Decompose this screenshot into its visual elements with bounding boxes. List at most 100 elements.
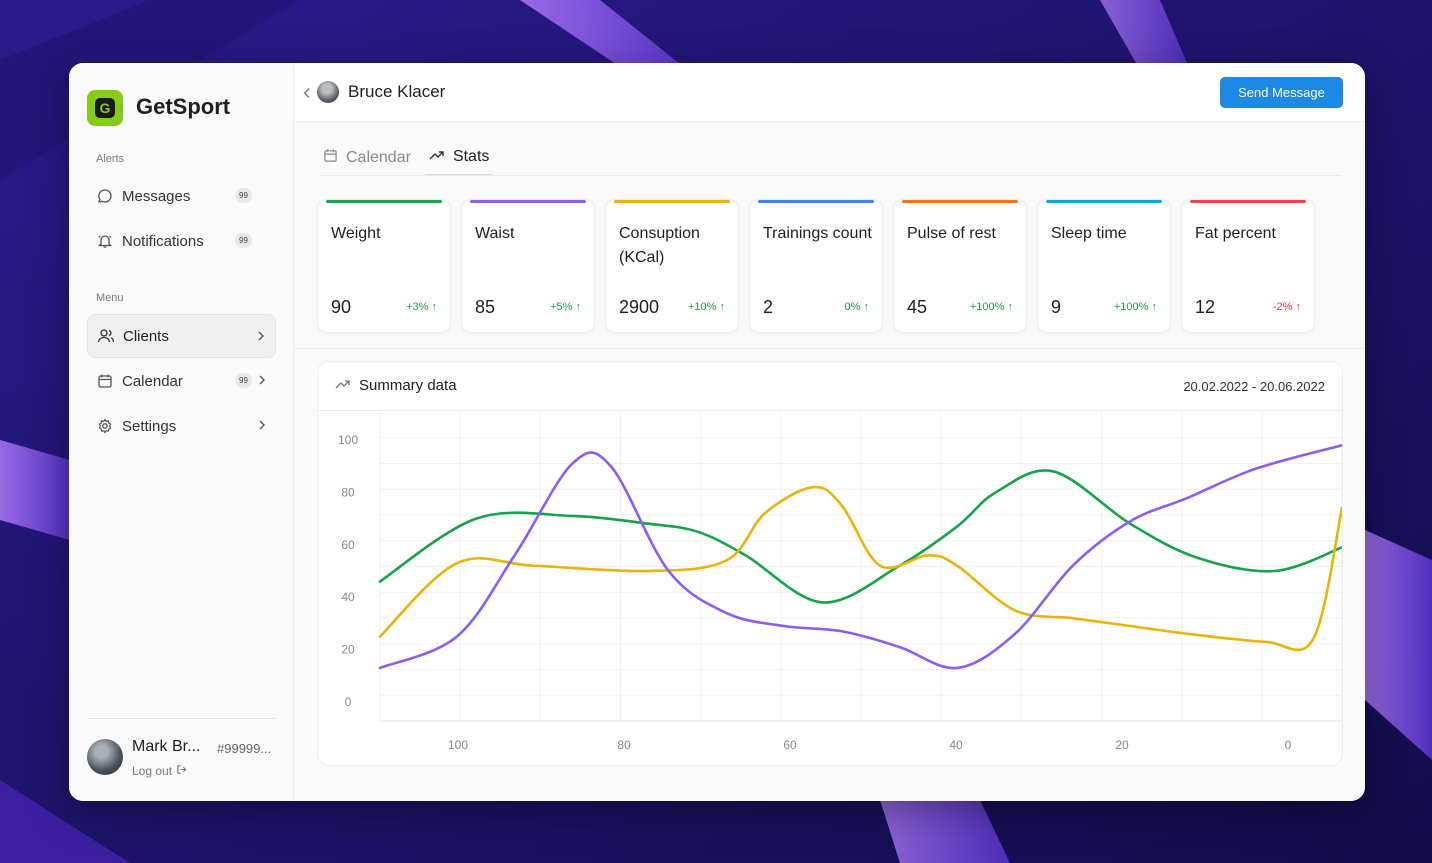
stat-change: 0% ↑ bbox=[844, 301, 869, 313]
card-accent-bar bbox=[758, 200, 874, 203]
stat-card[interactable]: Pulse of rest 45 +100% ↑ bbox=[893, 199, 1027, 333]
message-icon bbox=[96, 187, 114, 205]
tabs-divider bbox=[319, 175, 1341, 176]
sidebar: G GetSport Alerts Messages 99 Notificati… bbox=[69, 63, 294, 801]
stat-cards: Weight 90 +3% ↑ Waist 85 +5% ↑ Consuption (KCa… bbox=[317, 199, 1315, 333]
stat-title: Pulse of rest bbox=[907, 225, 996, 242]
y-tick-label: 20 bbox=[341, 643, 355, 657]
count-badge: 99 bbox=[235, 373, 252, 388]
chevron-right-icon bbox=[256, 373, 268, 387]
stat-card[interactable]: Weight 90 +3% ↑ bbox=[317, 199, 451, 333]
y-tick-label: 0 bbox=[345, 695, 352, 709]
trending-up-icon bbox=[429, 148, 445, 166]
tab-stats[interactable]: Stats bbox=[424, 140, 494, 176]
stat-title: Sleep time bbox=[1051, 225, 1127, 242]
logout-label: Log out bbox=[132, 764, 173, 778]
x-tick-label: 60 bbox=[783, 738, 797, 752]
sidebar-item-calendar[interactable]: Calendar 99 bbox=[87, 359, 276, 403]
main-content: Bruce Klacer Send Message Calendar Stats… bbox=[294, 63, 1365, 801]
sidebar-item-messages[interactable]: Messages 99 bbox=[87, 174, 276, 218]
calendar-icon bbox=[323, 148, 338, 168]
x-tick-label: 100 bbox=[448, 738, 468, 752]
x-tick-label: 0 bbox=[1285, 738, 1292, 752]
stat-card[interactable]: Waist 85 +5% ↑ bbox=[461, 199, 595, 333]
alerts-section-label: Alerts bbox=[96, 153, 125, 165]
sidebar-item-label: Settings bbox=[122, 417, 177, 435]
summary-title-label: Summary data bbox=[359, 377, 457, 394]
send-message-button[interactable]: Send Message bbox=[1220, 77, 1343, 108]
card-accent-bar bbox=[1046, 200, 1162, 203]
logo-icon: G bbox=[95, 98, 115, 118]
user-id: #99999... bbox=[217, 741, 272, 756]
app-window: G GetSport Alerts Messages 99 Notificati… bbox=[69, 63, 1365, 801]
gear-icon bbox=[96, 417, 114, 435]
date-range: 20.02.2022 - 20.06.2022 bbox=[1183, 379, 1325, 394]
stat-title: Trainings count bbox=[763, 225, 872, 242]
tab-label: Calendar bbox=[346, 149, 411, 166]
stat-value: 12 bbox=[1195, 297, 1216, 317]
stat-title: Consuption (KCal) bbox=[619, 225, 700, 266]
stat-change: +100% ↑ bbox=[1113, 301, 1157, 313]
card-accent-bar bbox=[470, 200, 586, 203]
card-accent-bar bbox=[1190, 200, 1306, 203]
sidebar-item-label: Messages bbox=[122, 187, 191, 205]
sidebar-item-clients[interactable]: Clients bbox=[87, 314, 276, 358]
stat-value: 2900 bbox=[619, 297, 660, 317]
stat-card[interactable]: Trainings count 2 0% ↑ bbox=[749, 199, 883, 333]
stat-change: +10% ↑ bbox=[688, 301, 725, 313]
back-icon[interactable] bbox=[302, 86, 312, 104]
header: Bruce Klacer Send Message bbox=[294, 63, 1365, 122]
client-name: Bruce Klacer bbox=[348, 82, 446, 101]
stat-value: 9 bbox=[1051, 297, 1062, 317]
menu-section-label: Menu bbox=[96, 292, 124, 304]
chevron-right-icon bbox=[255, 329, 267, 343]
series-line bbox=[378, 443, 1342, 670]
section-divider bbox=[294, 348, 1365, 349]
trending-up-icon bbox=[335, 377, 351, 394]
calendar-icon bbox=[96, 372, 114, 390]
stat-change: +3% ↑ bbox=[406, 301, 437, 313]
stat-value: 85 bbox=[475, 297, 496, 317]
client-avatar bbox=[317, 81, 339, 103]
y-tick-label: 40 bbox=[341, 590, 355, 604]
logout-link[interactable]: Log out bbox=[132, 764, 187, 778]
sidebar-item-notifications[interactable]: Notifications 99 bbox=[87, 219, 276, 263]
stat-value: 2 bbox=[763, 297, 774, 317]
summary-title: Summary data bbox=[335, 377, 457, 394]
avatar[interactable] bbox=[87, 739, 123, 775]
card-accent-bar bbox=[902, 200, 1018, 203]
y-tick-label: 60 bbox=[341, 538, 355, 552]
summary-header: Summary data 20.02.2022 - 20.06.2022 bbox=[318, 362, 1342, 411]
bell-icon bbox=[96, 232, 114, 250]
stat-change: +5% ↑ bbox=[550, 301, 581, 313]
app-logo[interactable]: G bbox=[87, 90, 123, 126]
summary-panel: Summary data 20.02.2022 - 20.06.2022 100… bbox=[317, 361, 1343, 766]
stat-change: +100% ↑ bbox=[969, 301, 1013, 313]
sidebar-item-label: Calendar bbox=[122, 372, 183, 390]
sidebar-item-settings[interactable]: Settings bbox=[87, 404, 276, 448]
y-tick-label: 100 bbox=[338, 433, 358, 447]
stat-title: Fat percent bbox=[1195, 225, 1276, 242]
sidebar-item-label: Clients bbox=[123, 327, 169, 345]
stat-value: 45 bbox=[907, 297, 928, 317]
count-badge: 99 bbox=[235, 188, 252, 203]
stat-change: -2% ↑ bbox=[1272, 301, 1301, 313]
stat-title: Waist bbox=[475, 225, 515, 242]
y-tick-label: 80 bbox=[341, 485, 355, 499]
stat-card[interactable]: Consuption (KCal) 2900 +10% ↑ bbox=[605, 199, 739, 333]
tab-calendar[interactable]: Calendar bbox=[319, 140, 415, 176]
users-icon bbox=[97, 327, 115, 345]
user-name: Mark Br... bbox=[132, 738, 201, 755]
card-accent-bar bbox=[614, 200, 730, 203]
chevron-right-icon bbox=[256, 418, 268, 432]
logout-icon bbox=[176, 764, 187, 778]
stat-card[interactable]: Sleep time 9 +100% ↑ bbox=[1037, 199, 1171, 333]
sidebar-item-label: Notifications bbox=[122, 232, 204, 250]
stat-title: Weight bbox=[331, 225, 381, 242]
app-name: GetSport bbox=[136, 94, 231, 119]
summary-chart: 100 80 60 40 20 0 100 80 60 40 20 0 bbox=[338, 412, 1342, 752]
tabs: Calendar Stats bbox=[319, 140, 503, 176]
stat-card[interactable]: Fat percent 12 -2% ↑ bbox=[1181, 199, 1315, 333]
x-tick-label: 40 bbox=[949, 738, 963, 752]
card-accent-bar bbox=[326, 200, 442, 203]
